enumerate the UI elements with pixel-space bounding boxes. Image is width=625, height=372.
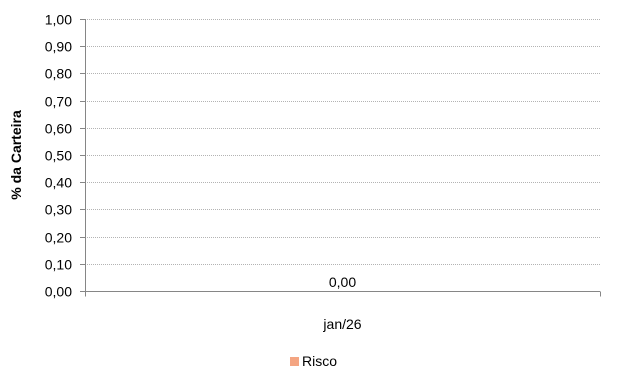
legend: Risco [290, 353, 337, 369]
legend-label: Risco [302, 353, 337, 369]
gridlines [85, 19, 600, 265]
y-tick-label: 0,40 [45, 175, 72, 191]
y-axis-label: % da Carteira [8, 110, 24, 200]
bars: 0,00 [329, 274, 356, 290]
y-tick-label: 1,00 [45, 12, 72, 28]
y-tick-label: 0,90 [45, 39, 72, 55]
x-tick-label: jan/26 [322, 316, 361, 332]
x-axis: jan/26 [85, 291, 601, 332]
y-tick-label: 0,10 [45, 257, 72, 273]
y-axis: 0,00 0,10 0,20 0,30 0,40 0,50 0,60 0,70 0,80 0,90… [45, 12, 86, 300]
y-tick-label: 0,70 [45, 94, 72, 110]
y-tick-label: 0,50 [45, 148, 72, 164]
y-tick-label: 0,00 [45, 284, 72, 300]
legend-swatch [290, 357, 299, 366]
y-tick-label: 0,20 [45, 230, 72, 246]
data-label: 0,00 [329, 274, 356, 290]
y-tick-label: 0,80 [45, 66, 72, 82]
y-tick-label: 0,60 [45, 121, 72, 137]
y-tick-label: 0,30 [45, 202, 72, 218]
